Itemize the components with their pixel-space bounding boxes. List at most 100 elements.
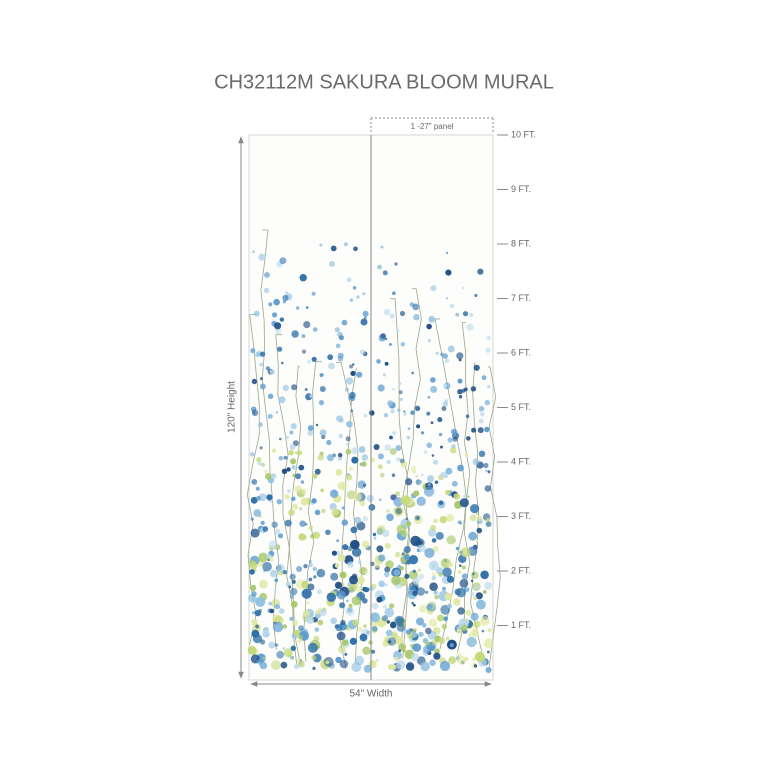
blossom	[318, 400, 325, 406]
blossom	[473, 664, 478, 668]
blossom	[356, 586, 364, 593]
blossom	[399, 310, 406, 317]
blossom	[388, 640, 392, 644]
height-ruler: 10 FT. 9 FT. 8 FT. 7 FT. 6 FT. 5 FT. 4 FT. 3 FT…	[497, 129, 536, 630]
blossom	[256, 457, 262, 463]
blossom	[335, 468, 343, 476]
blossom	[266, 494, 273, 501]
blossom	[330, 508, 339, 516]
blossom	[390, 664, 397, 670]
blossom	[268, 601, 272, 606]
blossom	[368, 504, 376, 511]
blossom	[443, 616, 449, 621]
blossom	[475, 539, 479, 543]
blossom	[412, 569, 416, 573]
blossom	[437, 417, 443, 423]
blossom	[438, 637, 446, 644]
blossom	[387, 400, 394, 407]
blossom	[429, 618, 437, 627]
blossom	[451, 444, 455, 448]
blossom	[383, 413, 389, 418]
blossom	[277, 533, 284, 539]
blossom	[334, 327, 340, 333]
blossom	[373, 536, 377, 540]
blossom	[432, 459, 439, 465]
blossom	[476, 527, 483, 534]
blossom	[459, 550, 463, 555]
blossom	[441, 623, 448, 630]
blossom	[445, 251, 449, 255]
blossom	[269, 569, 278, 578]
blossom	[301, 334, 306, 338]
blossom	[413, 628, 417, 632]
blossom	[350, 409, 354, 413]
blossom	[438, 572, 443, 577]
blossom	[474, 651, 485, 662]
blossom	[249, 569, 255, 575]
blossom	[338, 452, 343, 458]
blossom	[254, 609, 262, 617]
blossom	[290, 645, 296, 651]
blossom	[380, 473, 385, 478]
blossom	[449, 643, 454, 647]
blossom	[482, 590, 487, 594]
blossom	[468, 633, 472, 637]
blossom	[395, 445, 402, 451]
blossom	[466, 323, 474, 331]
blossom	[426, 604, 433, 611]
blossom	[457, 389, 463, 395]
blossom	[403, 546, 411, 554]
blossom	[270, 473, 277, 479]
blossom	[363, 316, 367, 319]
blossom	[470, 571, 479, 579]
blossom	[386, 459, 391, 465]
blossom	[301, 349, 307, 354]
blossom	[274, 528, 281, 535]
blossom	[393, 569, 401, 576]
blossom	[349, 575, 358, 585]
blossom	[478, 623, 482, 627]
blossom	[455, 312, 460, 317]
blossom	[419, 480, 423, 484]
blossom	[477, 427, 484, 434]
blossom	[408, 555, 419, 565]
blossom	[299, 507, 303, 511]
blossom	[362, 292, 366, 296]
blossom	[336, 631, 346, 641]
blossom	[392, 291, 396, 296]
blossom	[362, 516, 368, 522]
blossom	[444, 358, 450, 364]
blossom	[290, 600, 298, 608]
blossom	[258, 422, 263, 428]
blossom	[480, 411, 485, 417]
blossom	[326, 439, 332, 446]
blossom	[414, 405, 420, 411]
blossom	[278, 456, 284, 461]
blossom	[273, 298, 280, 306]
blossom	[278, 608, 285, 614]
ruler-label: 2 FT.	[511, 565, 531, 575]
blossom	[247, 646, 257, 655]
blossom	[471, 427, 477, 433]
blossom	[445, 475, 448, 478]
blossom	[470, 612, 479, 621]
blossom	[252, 250, 255, 254]
blossom	[352, 492, 362, 502]
blossom	[262, 526, 269, 532]
blossom	[303, 321, 311, 329]
blossom	[258, 552, 268, 563]
blossom	[329, 489, 339, 498]
blossom	[464, 587, 470, 593]
blossom	[404, 573, 410, 579]
blossom	[289, 616, 294, 622]
blossom	[398, 643, 407, 652]
blossom	[455, 546, 460, 551]
blossom	[291, 465, 296, 470]
blossom	[359, 633, 368, 642]
blossom	[279, 437, 282, 441]
blossom	[300, 534, 307, 541]
blossom	[403, 410, 406, 413]
blossom	[378, 498, 382, 502]
blossom	[378, 580, 386, 588]
blossom	[313, 575, 317, 579]
